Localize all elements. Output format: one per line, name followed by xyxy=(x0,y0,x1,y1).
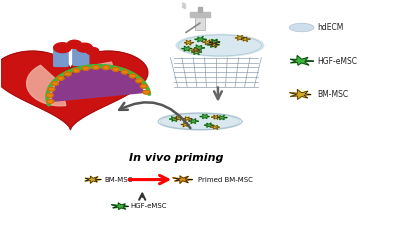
Ellipse shape xyxy=(176,34,264,56)
Polygon shape xyxy=(217,115,227,120)
Circle shape xyxy=(64,72,71,76)
Circle shape xyxy=(52,81,58,85)
Circle shape xyxy=(140,84,147,88)
Text: HGF-eMSC: HGF-eMSC xyxy=(318,56,358,65)
FancyBboxPatch shape xyxy=(54,47,68,66)
Circle shape xyxy=(46,93,53,97)
Circle shape xyxy=(73,69,80,72)
Polygon shape xyxy=(204,123,213,127)
Circle shape xyxy=(47,100,54,103)
Polygon shape xyxy=(211,125,220,130)
Text: hdECM: hdECM xyxy=(318,23,344,32)
Bar xyxy=(198,7,202,12)
Circle shape xyxy=(76,43,92,52)
Polygon shape xyxy=(188,119,198,124)
Circle shape xyxy=(143,90,150,94)
Circle shape xyxy=(48,87,55,91)
Polygon shape xyxy=(191,49,202,55)
Circle shape xyxy=(82,66,89,70)
Polygon shape xyxy=(81,62,112,77)
Polygon shape xyxy=(211,115,220,119)
Polygon shape xyxy=(240,37,250,42)
Polygon shape xyxy=(0,51,148,130)
Circle shape xyxy=(86,47,99,55)
Circle shape xyxy=(136,79,142,83)
Circle shape xyxy=(129,74,136,78)
Circle shape xyxy=(57,76,64,80)
Polygon shape xyxy=(209,39,220,45)
Circle shape xyxy=(67,40,82,48)
Bar xyxy=(190,12,210,15)
Text: BM-MSC: BM-MSC xyxy=(318,90,349,99)
FancyBboxPatch shape xyxy=(73,49,89,65)
Polygon shape xyxy=(112,203,128,209)
Polygon shape xyxy=(184,40,194,45)
Polygon shape xyxy=(182,46,192,51)
Text: BM-MSC: BM-MSC xyxy=(104,177,133,182)
Bar xyxy=(190,15,210,18)
Polygon shape xyxy=(203,40,212,45)
Polygon shape xyxy=(207,42,220,48)
Polygon shape xyxy=(173,176,192,184)
Text: HGF-eMSC: HGF-eMSC xyxy=(130,203,167,209)
Polygon shape xyxy=(195,36,206,42)
Polygon shape xyxy=(85,176,101,183)
Polygon shape xyxy=(210,42,219,47)
Polygon shape xyxy=(52,69,144,101)
Text: In vivo priming: In vivo priming xyxy=(129,153,223,163)
Polygon shape xyxy=(235,35,245,40)
Circle shape xyxy=(102,66,109,70)
FancyBboxPatch shape xyxy=(195,14,205,30)
Circle shape xyxy=(112,68,119,71)
Polygon shape xyxy=(194,45,205,50)
Ellipse shape xyxy=(160,113,240,129)
Polygon shape xyxy=(290,89,311,99)
Ellipse shape xyxy=(289,23,314,32)
Circle shape xyxy=(54,43,71,53)
Polygon shape xyxy=(27,65,66,106)
Polygon shape xyxy=(183,117,192,121)
Polygon shape xyxy=(200,114,209,119)
Polygon shape xyxy=(290,56,314,65)
Polygon shape xyxy=(181,122,189,127)
Polygon shape xyxy=(174,116,183,121)
Text: Primed BM-MSC: Primed BM-MSC xyxy=(198,177,253,182)
Circle shape xyxy=(92,65,99,69)
Polygon shape xyxy=(169,116,178,122)
Polygon shape xyxy=(208,40,220,45)
Polygon shape xyxy=(191,48,200,53)
Circle shape xyxy=(122,70,128,74)
